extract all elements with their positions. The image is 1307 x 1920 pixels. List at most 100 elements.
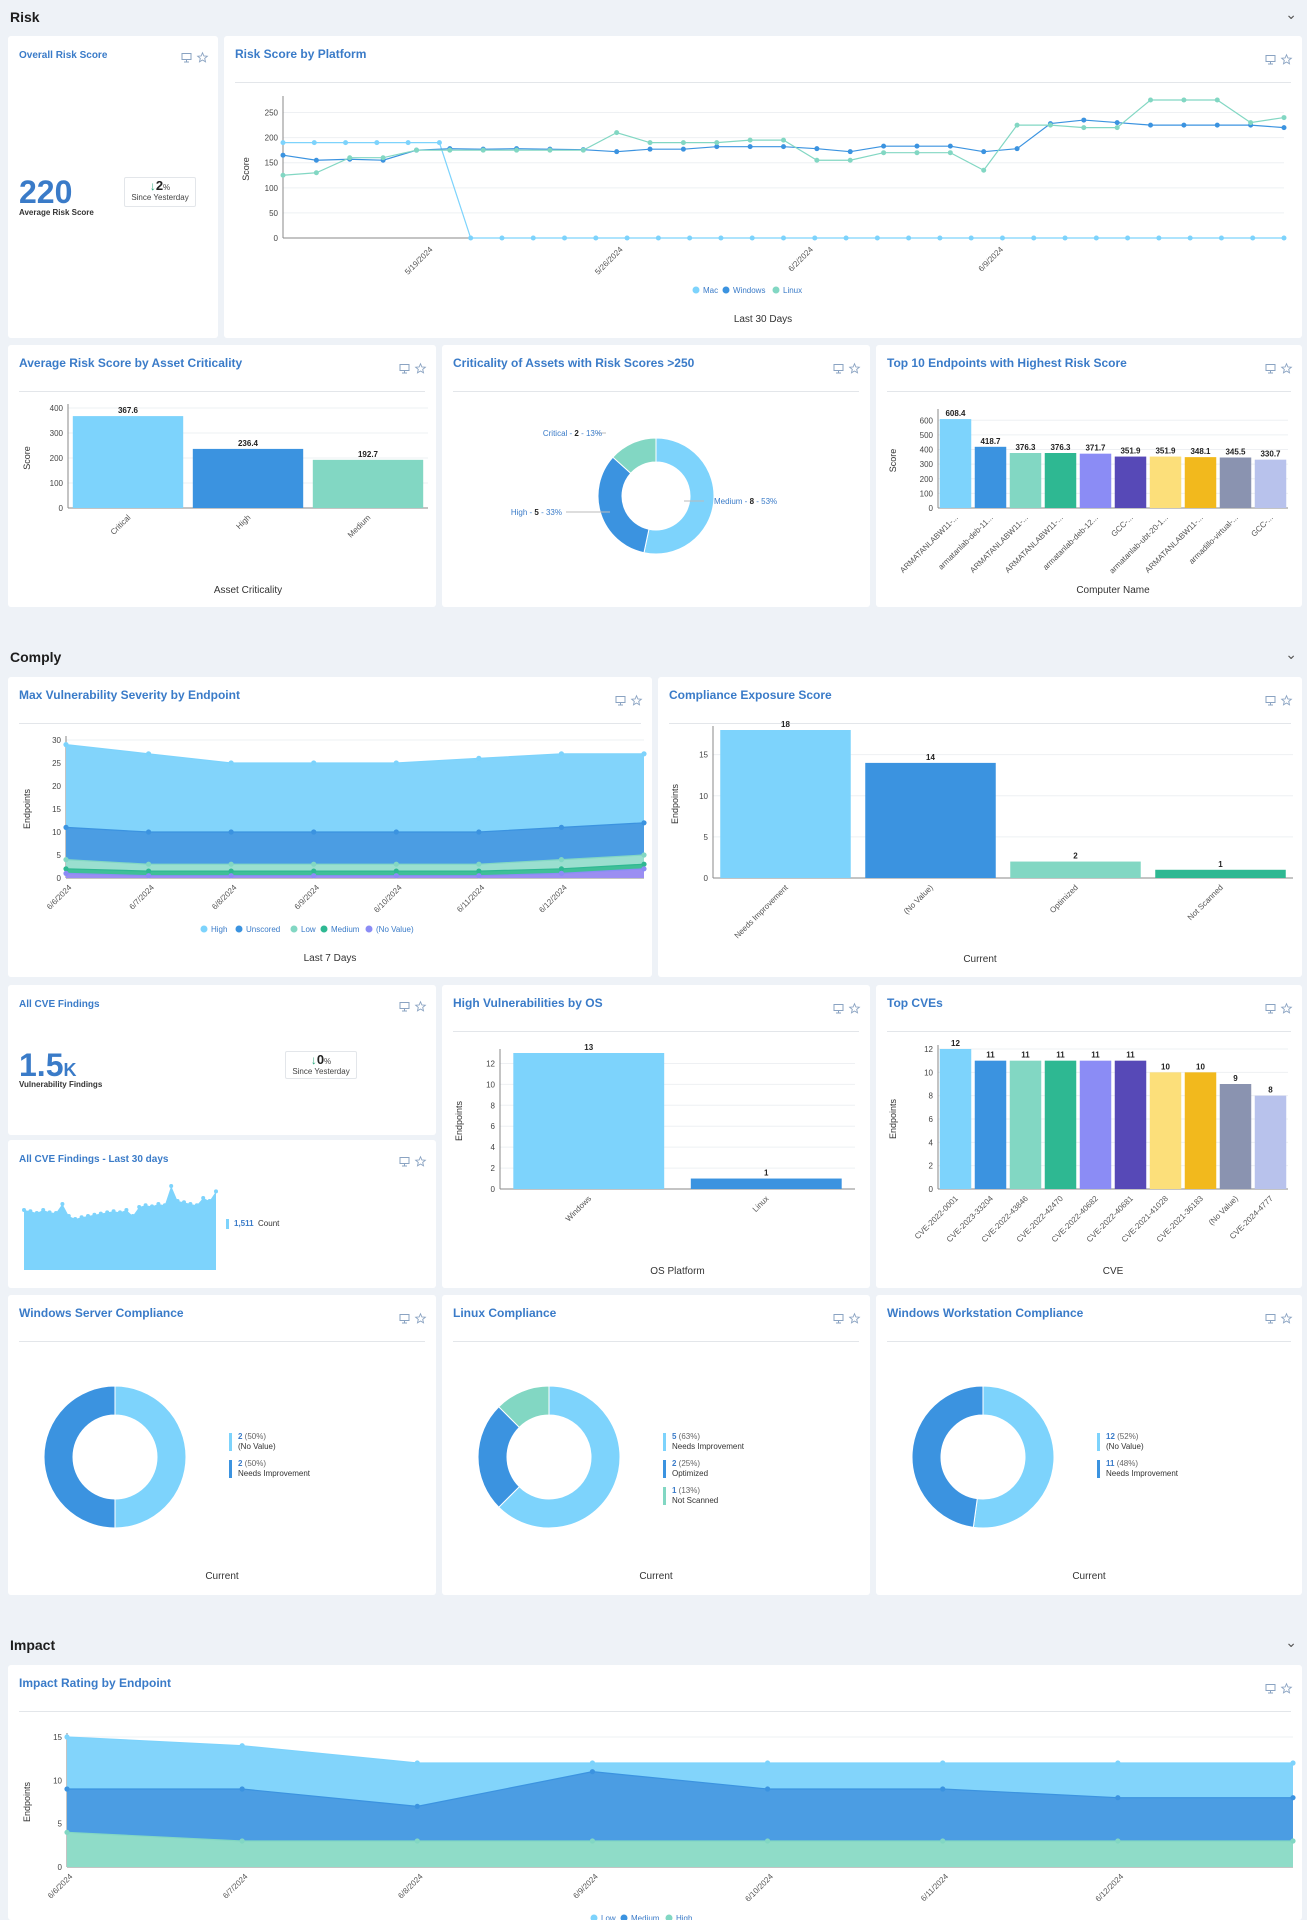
data-point xyxy=(476,873,482,879)
bar-value-label: 376.3 xyxy=(1050,443,1071,452)
data-point xyxy=(641,751,647,757)
bar-value-label: 11 xyxy=(986,1051,995,1060)
bar xyxy=(1114,1060,1147,1189)
star-icon[interactable] xyxy=(1280,52,1293,65)
star-icon[interactable] xyxy=(848,1311,861,1324)
legend-label: High xyxy=(211,925,227,934)
impact-chart: 0 5 10 15 Endpoints 6/6/2024 6/7/2024 6/8/2024 6… xyxy=(22,1733,1296,1920)
data-point xyxy=(64,1734,70,1740)
bar-value-label: 1 xyxy=(1218,860,1223,869)
data-point xyxy=(143,1203,148,1208)
star-icon[interactable] xyxy=(1280,1311,1293,1324)
x-axis-label: Asset Criticality xyxy=(214,585,282,596)
slice-label: High - 5 - 33% xyxy=(511,508,562,517)
legend-label: Optimized xyxy=(672,1469,709,1478)
x-tick-label: High xyxy=(234,513,252,531)
bar xyxy=(1254,1095,1287,1189)
star-icon[interactable] xyxy=(196,50,209,63)
data-point xyxy=(914,150,920,156)
legend-swatch xyxy=(320,925,328,933)
risk-score-label: Average Risk Score xyxy=(19,208,94,217)
star-icon[interactable] xyxy=(414,1311,427,1324)
legend-value: 2 xyxy=(672,1459,677,1468)
series-line xyxy=(283,142,1284,239)
monitor-icon[interactable] xyxy=(833,361,844,374)
data-point xyxy=(718,235,724,241)
data-point xyxy=(414,1803,420,1809)
panel-title: Average Risk Score by Asset Criticality xyxy=(19,356,243,370)
bar-value-label: 345.5 xyxy=(1225,448,1246,457)
legend-percent: (63%) xyxy=(676,1432,701,1441)
monitor-icon[interactable] xyxy=(399,1154,410,1167)
panel-title: Windows Server Compliance xyxy=(19,1306,184,1320)
arrow-down-icon: ↓ xyxy=(149,179,156,193)
chevron-down-icon[interactable]: ⌄ xyxy=(1285,646,1297,662)
data-point xyxy=(1218,235,1224,241)
comply-section-header[interactable]: Comply ⌄ xyxy=(0,640,1307,674)
monitor-icon[interactable] xyxy=(1265,1001,1276,1014)
bar-value-label: 371.7 xyxy=(1085,444,1106,453)
data-point xyxy=(63,824,69,830)
y-tick-label: 10 xyxy=(486,1080,495,1089)
y-tick-label: 0 xyxy=(274,234,279,243)
monitor-icon[interactable] xyxy=(399,361,410,374)
star-icon[interactable] xyxy=(414,999,427,1012)
data-point xyxy=(981,149,987,155)
bar-value-label: 367.6 xyxy=(118,406,139,415)
risk-section-header[interactable]: Risk ⌄ xyxy=(0,0,1307,34)
data-point xyxy=(547,147,553,153)
monitor-icon[interactable] xyxy=(1265,693,1276,706)
linux-caption: Current xyxy=(639,1571,673,1582)
panel-title: Windows Workstation Compliance xyxy=(887,1306,1084,1320)
impact-section-header[interactable]: Impact ⌄ xyxy=(0,1628,1307,1662)
data-point xyxy=(182,1200,186,1205)
star-icon[interactable] xyxy=(414,361,427,374)
y-tick-label: 300 xyxy=(50,429,64,438)
data-point xyxy=(313,157,319,163)
star-icon[interactable] xyxy=(414,1154,427,1167)
x-tick-label: 6/6/2024 xyxy=(46,1872,75,1901)
data-point xyxy=(311,868,317,874)
monitor-icon[interactable] xyxy=(1265,1311,1276,1324)
x-tick-label: 6/12/2024 xyxy=(537,883,569,915)
star-icon[interactable] xyxy=(630,693,643,706)
star-icon[interactable] xyxy=(848,361,861,374)
star-icon[interactable] xyxy=(1280,361,1293,374)
cve30-count-label: Count xyxy=(258,1219,280,1228)
data-point xyxy=(1062,235,1068,241)
data-point xyxy=(558,870,565,876)
data-point xyxy=(1290,1760,1296,1766)
legend-swatch xyxy=(200,925,208,933)
monitor-icon[interactable] xyxy=(1265,361,1276,374)
data-point xyxy=(687,235,693,241)
x-tick-label: Critical xyxy=(109,513,133,537)
star-icon[interactable] xyxy=(848,1001,861,1014)
data-point xyxy=(749,235,755,241)
monitor-icon[interactable] xyxy=(833,1311,844,1324)
star-icon[interactable] xyxy=(1280,693,1293,706)
monitor-icon[interactable] xyxy=(399,1311,410,1324)
data-point xyxy=(906,235,912,241)
data-point xyxy=(311,140,317,146)
monitor-icon[interactable] xyxy=(1265,1681,1276,1694)
legend-swatch xyxy=(772,286,780,294)
monitor-icon[interactable] xyxy=(615,693,626,706)
monitor-icon[interactable] xyxy=(1265,52,1276,65)
data-point xyxy=(239,1838,245,1844)
chevron-down-icon[interactable]: ⌄ xyxy=(1285,6,1297,22)
monitor-icon[interactable] xyxy=(399,999,410,1012)
data-point xyxy=(124,1208,129,1212)
data-point xyxy=(194,1203,199,1208)
legend-percent: (50%) xyxy=(242,1432,267,1441)
x-tick-label: armatanlab-ubt-20-1... xyxy=(1108,513,1170,575)
bar-value-label: 418.7 xyxy=(980,437,1001,446)
star-icon[interactable] xyxy=(1280,1001,1293,1014)
data-point xyxy=(98,1211,103,1216)
star-icon[interactable] xyxy=(1280,1681,1293,1694)
pie-slice xyxy=(498,1385,621,1529)
chevron-down-icon[interactable]: ⌄ xyxy=(1285,1634,1297,1650)
cve30-legend: 1,511 Count xyxy=(226,1219,279,1229)
monitor-icon[interactable] xyxy=(181,50,192,63)
monitor-icon[interactable] xyxy=(833,1001,844,1014)
maxvuln-panel: Max Vulnerability Severity by Endpoint 0… xyxy=(8,677,652,977)
